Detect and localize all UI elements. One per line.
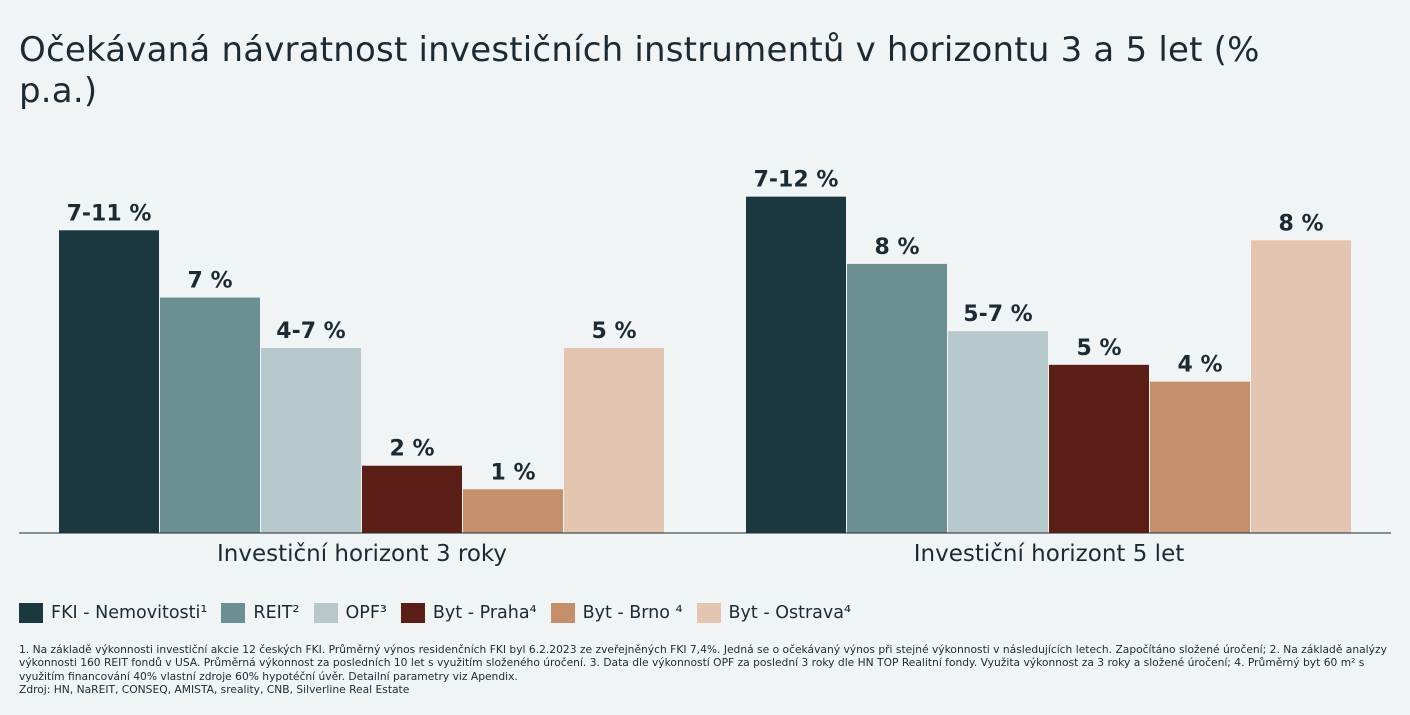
bar-1-1 bbox=[59, 230, 159, 534]
footnote-text: 1. Na základě výkonnosti investiční akci… bbox=[19, 643, 1387, 683]
footnote-block: 1. Na základě výkonnosti investiční akci… bbox=[19, 643, 1394, 696]
bar-2-1 bbox=[746, 196, 846, 534]
data-label: 7 % bbox=[187, 269, 232, 294]
bar-1-6 bbox=[564, 348, 664, 533]
legend-item: OPF³ bbox=[313, 603, 387, 623]
bar-1-2 bbox=[160, 297, 260, 533]
bar-2-6 bbox=[1251, 240, 1351, 533]
bar-chart: 7-11 % 7 % 4-7 % 2 % 1 % 5 % Investiční horizo… bbox=[19, 168, 1391, 567]
bar-2-3 bbox=[948, 331, 1048, 533]
legend-swatch bbox=[550, 603, 575, 623]
legend-label: OPF³ bbox=[345, 603, 387, 623]
data-label: 5-7 % bbox=[963, 302, 1032, 327]
bar-2-4 bbox=[1049, 364, 1149, 533]
legend-swatch bbox=[400, 603, 425, 623]
legend-item: Byt - Brno ⁴ bbox=[550, 603, 683, 623]
legend-label: FKI - Nemovitosti¹ bbox=[51, 603, 208, 623]
data-label: 5 % bbox=[1076, 336, 1121, 361]
legend-label: REIT² bbox=[253, 603, 300, 623]
data-label: 8 % bbox=[874, 235, 919, 260]
data-label: 2 % bbox=[389, 437, 434, 462]
data-label: 4 % bbox=[1177, 353, 1222, 378]
category-label: Investiční horizont 5 let bbox=[914, 541, 1185, 567]
legend: FKI - Nemovitosti¹ REIT² OPF³ Byt - Praha⁴ B… bbox=[19, 602, 865, 624]
legend-label: Byt - Brno ⁴ bbox=[582, 603, 683, 623]
data-label: 7-11 % bbox=[67, 201, 152, 226]
bar-1-5 bbox=[463, 489, 563, 533]
legend-swatch bbox=[221, 603, 246, 623]
data-label: 7-12 % bbox=[754, 168, 839, 193]
legend-swatch bbox=[313, 603, 338, 623]
category-label: Investiční horizont 3 roky bbox=[217, 541, 507, 567]
legend-item: Byt - Ostrava⁴ bbox=[696, 603, 851, 623]
data-label: 8 % bbox=[1278, 211, 1323, 236]
legend-swatch bbox=[696, 603, 721, 623]
data-label: 4-7 % bbox=[276, 319, 345, 344]
legend-label: Byt - Ostrava⁴ bbox=[728, 603, 851, 623]
legend-item: FKI - Nemovitosti¹ bbox=[19, 603, 207, 623]
bar-1-4 bbox=[362, 465, 462, 533]
data-label: 5 % bbox=[591, 319, 636, 344]
bar-1-3 bbox=[261, 348, 361, 533]
chart-title: Očekávaná návratnost investičních instru… bbox=[19, 30, 1260, 111]
legend-label: Byt - Praha⁴ bbox=[432, 603, 537, 623]
data-label: 1 % bbox=[490, 460, 535, 485]
bar-2-2 bbox=[847, 263, 947, 533]
legend-item: Byt - Praha⁴ bbox=[400, 603, 537, 623]
legend-item: REIT² bbox=[221, 603, 300, 623]
legend-swatch bbox=[19, 603, 43, 623]
bar-2-5 bbox=[1150, 381, 1250, 533]
source-text: Zdroj: HN, NaREIT, CONSEQ, AMISTA, sreal… bbox=[19, 682, 410, 696]
